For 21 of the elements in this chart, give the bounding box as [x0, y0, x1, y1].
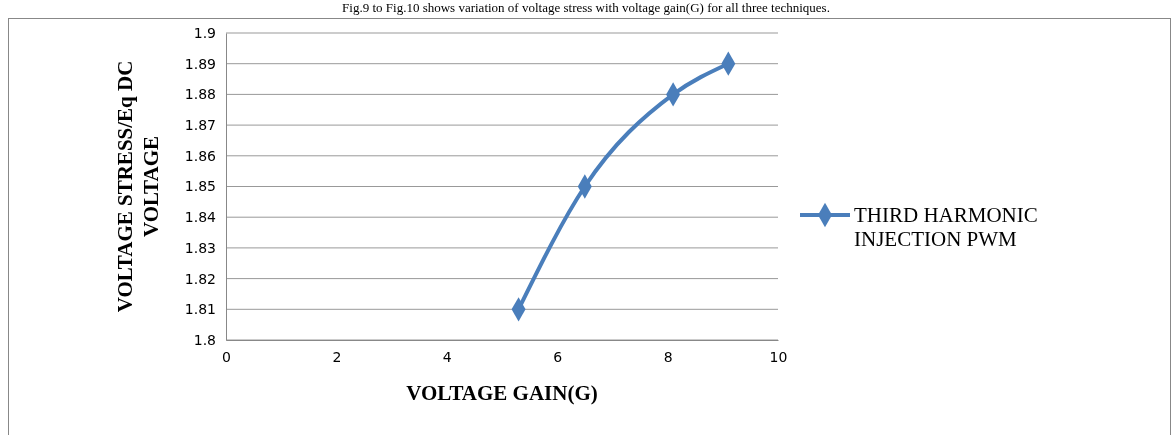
y-tick-label: 1.82 — [184, 270, 216, 287]
y-tick-label: 1.84 — [184, 209, 217, 226]
x-tick-label: 4 — [442, 348, 452, 365]
y-tick-label: 1.87 — [184, 117, 216, 134]
y-tick-label: 1.81 — [184, 301, 216, 318]
y-axis-title: VOLTAGE STRESS/Eq DC VOLTAGE — [113, 60, 163, 313]
y-tick-label: 1.83 — [184, 239, 216, 256]
caption: Fig.9 to Fig.10 shows variation of voltage stress with voltage gain(G) for all three techniques. — [342, 0, 830, 15]
y-tick-label: 1.8 — [193, 331, 216, 348]
y-tick-label: 1.86 — [184, 147, 217, 164]
x-axis-title: VOLTAGE GAIN(G) — [406, 381, 598, 405]
x-tick-label: 8 — [663, 348, 673, 365]
legend-label: THIRD HARMONIC INJECTION PWM — [854, 203, 1038, 251]
x-tick-label: 2 — [332, 348, 342, 365]
x-tick-label: 6 — [553, 348, 563, 365]
y-tick-label: 1.9 — [193, 24, 216, 41]
x-tick-label: 10 — [769, 348, 788, 365]
y-tick-label: 1.85 — [184, 178, 216, 195]
y-tick-label: 1.88 — [184, 86, 216, 103]
x-tick-label: 0 — [222, 348, 231, 365]
y-tick-label: 1.89 — [184, 55, 216, 72]
